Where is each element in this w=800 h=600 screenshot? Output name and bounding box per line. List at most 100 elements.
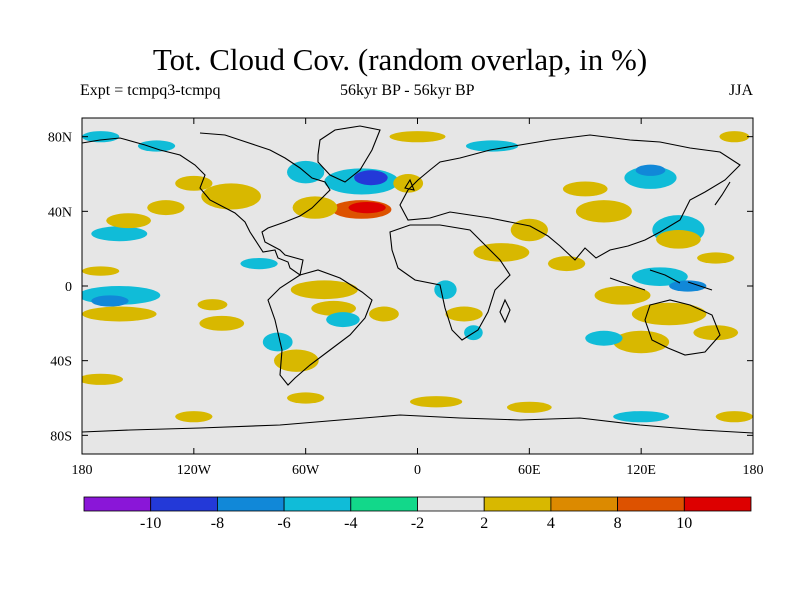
anomaly-patch [175, 411, 213, 423]
anomaly-patch [147, 200, 185, 216]
anomaly-patch [91, 226, 148, 242]
anomaly-patch [631, 302, 707, 326]
anomaly-patch [82, 306, 157, 322]
anomaly-patch [719, 131, 750, 143]
lon-tick-label: 60E [518, 463, 541, 478]
colorbar-swatch [417, 496, 485, 512]
page-title: Tot. Cloud Cov. (random overlap, in %) [152, 42, 648, 77]
anomaly-patch [410, 396, 463, 408]
colorbar-label: -4 [344, 515, 357, 532]
lon-tick-label: 60W [292, 463, 320, 478]
colorbar-swatch [617, 496, 685, 512]
anomaly-patch [82, 373, 123, 385]
coast-british-isles [404, 178, 415, 191]
colorbar-swatch [350, 496, 418, 512]
colorbar-label: -2 [411, 515, 424, 532]
anomaly-patch [354, 170, 388, 186]
colorbar-swatch [483, 496, 552, 512]
lat-tick-label: 40S [50, 355, 72, 370]
anomaly-patch [594, 286, 651, 305]
season-label: JJA [728, 82, 753, 99]
lat-tick-label: 80S [50, 429, 72, 444]
lon-tick-label: 120E [626, 463, 656, 478]
experiment-label: Expt = tcmpq3-tcmpq [80, 82, 221, 99]
coast-eurasia [399, 134, 741, 261]
anomaly-patch [562, 181, 608, 197]
anomaly-patch [445, 306, 483, 322]
colorbar-swatch [283, 496, 352, 512]
anomaly-patch [656, 230, 701, 249]
anomaly-patch [697, 252, 735, 264]
lat-tick-label: 0 [65, 280, 72, 295]
colorbar-label: 2 [480, 515, 488, 532]
anomaly-patch [389, 131, 446, 143]
anomaly-patch [575, 200, 632, 223]
lon-tick-label: 180 [743, 463, 764, 478]
coastlines [82, 125, 753, 434]
anomaly-patch [197, 299, 228, 311]
colorbar-swatch [83, 496, 152, 512]
colorbar-label: -8 [211, 515, 224, 532]
period-label: 56kyr BP - 56kyr BP [340, 82, 475, 99]
anomaly-patch [635, 164, 666, 176]
colorbar-label: -6 [277, 515, 290, 532]
anomaly-patch [262, 332, 293, 352]
anomaly-patch [199, 315, 245, 331]
anomaly-patch [693, 325, 739, 341]
colorbar-label: 4 [547, 515, 555, 532]
coast-maritime-continent [609, 269, 713, 291]
anomaly-patch [669, 280, 707, 292]
anomaly-patch [287, 392, 325, 404]
colorbar-label: -10 [140, 515, 161, 532]
anomaly-patch [201, 183, 261, 210]
colorbar-swatch [150, 496, 218, 512]
anomaly-patch [585, 330, 623, 346]
anomaly-patch [273, 349, 319, 372]
colorbar-swatch [550, 496, 619, 512]
anomaly-patch [473, 243, 530, 262]
anomaly-patch [506, 401, 552, 413]
anomaly-patch [91, 295, 129, 307]
anomaly-patch [434, 280, 457, 300]
colorbar-label: 10 [676, 515, 692, 532]
anomaly-patch [547, 256, 586, 272]
colorbar-swatch [683, 496, 752, 512]
colorbar-swatch [216, 496, 285, 512]
lon-tick-label: 180 [72, 463, 93, 478]
anomaly-patch [348, 202, 386, 214]
anomaly-layer [82, 131, 753, 423]
anomaly-patch [290, 280, 358, 300]
anomaly-patch [292, 196, 338, 219]
anomaly-patch [613, 330, 670, 354]
lon-tick-label: 0 [414, 463, 421, 478]
lon-tick-label: 120W [177, 463, 212, 478]
longitude-axis: 180 120W 60W 0 60E 120E 180 [72, 118, 764, 478]
anomaly-patch [369, 306, 399, 322]
anomaly-patch [106, 213, 151, 229]
coast-japan [714, 181, 731, 206]
coast-madagascar [499, 298, 511, 324]
anomaly-patch [715, 411, 753, 423]
coast-australia [644, 299, 721, 356]
anomaly-patch [82, 266, 120, 276]
anomaly-patch [137, 140, 176, 152]
colorbar: -10 -8 -6 -4 -2 2 4 8 10 [83, 496, 752, 532]
anomaly-patch [240, 258, 278, 270]
anomaly-patch [311, 300, 356, 316]
latitude-axis: 80N 40N 0 40S 80S [48, 131, 753, 444]
anomaly-patch [613, 411, 670, 423]
colorbar-label: 8 [614, 515, 622, 532]
coast-north-america [82, 132, 331, 276]
lat-tick-label: 80N [48, 131, 72, 146]
coast-antarctica [82, 414, 753, 434]
anomaly-patch [175, 175, 213, 191]
anomaly-patch [510, 218, 548, 242]
coast-greenland [317, 125, 381, 183]
coast-africa [389, 224, 511, 341]
lat-tick-label: 40N [48, 205, 72, 220]
coast-south-america [267, 269, 373, 386]
anomaly-patch [465, 140, 519, 152]
anomaly-patch [326, 312, 360, 328]
anomaly-patch [631, 267, 688, 286]
